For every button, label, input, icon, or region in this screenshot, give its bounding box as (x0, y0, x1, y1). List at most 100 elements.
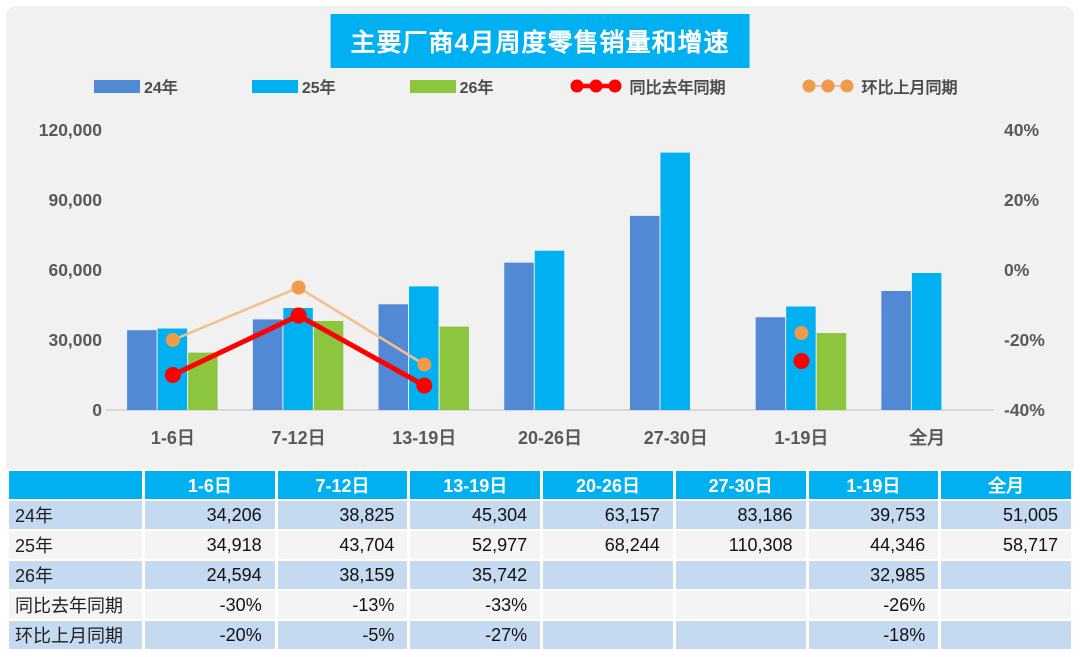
table-header-row: 1-6日 7-12日 13-19日 20-26日 27-30日 1-19日 全月 (9, 471, 1071, 499)
row-label: 24年 (9, 501, 142, 529)
marker-环比上月同期-13-19日 (417, 357, 432, 372)
table-row-24年: 24年 34,206 38,825 45,304 63,157 83,186 39,753 5… (9, 501, 1071, 529)
table-cell (675, 561, 806, 589)
right-axis-tick: -20% (1004, 330, 1045, 350)
table-cell: 35,742 (410, 561, 541, 589)
legend-line-marker-icon (802, 79, 854, 93)
table-cell: -30% (145, 591, 275, 619)
legend-label: 同比去年同期 (629, 80, 726, 97)
table-cell (543, 621, 673, 649)
table-cell: 58,717 (941, 531, 1071, 559)
bar-24年-1-19日 (755, 317, 786, 410)
table-cell: -13% (277, 591, 408, 619)
marker-环比上月同期-1-6日 (165, 333, 180, 347)
x-axis-label: 27-30日 (644, 428, 708, 448)
table-cell: 39,753 (808, 501, 939, 529)
marker-同比去年同期-13-19日 (416, 377, 433, 394)
legend-item-26年: 26年 (409, 74, 494, 98)
table-header-13-19日: 13-19日 (410, 471, 541, 499)
bar-26年-13-19日 (439, 326, 470, 410)
table-cell: 110,308 (675, 531, 806, 559)
legend-item-同比去年同期: 同比去年同期 (567, 74, 725, 98)
table-cell (543, 591, 673, 619)
legend-label: 26年 (459, 80, 494, 97)
table-cell (941, 561, 1071, 589)
table-cell (543, 561, 673, 589)
legend-swatch-icon (251, 79, 298, 93)
right-axis-tick: -40% (1004, 400, 1045, 420)
table-cell (675, 621, 806, 649)
x-axis-label: 20-26日 (518, 428, 582, 448)
table-header-20-26日: 20-26日 (543, 471, 673, 499)
table-cell: 34,918 (145, 531, 275, 559)
legend-item-环比上月同期: 环比上月同期 (799, 74, 957, 98)
chart-panel: 主要厂商4月周度零售销量和增速 24年 25年 26年 同比去年同期 环比上月同期 12… (6, 6, 1074, 651)
right-axis-tick: 20% (1004, 190, 1039, 210)
table-cell: 52,977 (410, 531, 541, 559)
table-cell: 38,825 (277, 501, 408, 529)
bar-24年-全月 (881, 290, 911, 410)
x-axis-label: 7-12日 (272, 428, 326, 448)
marker-同比去年同期-1-6日 (164, 367, 181, 383)
table-cell: 24,594 (145, 561, 275, 589)
legend-swatch-icon (409, 79, 456, 93)
table-cell (675, 591, 806, 619)
marker-环比上月同期-1-19日 (794, 326, 809, 340)
table-cell: 34,206 (145, 501, 275, 529)
bar-24年-27-30日 (629, 215, 660, 410)
legend-item-25年: 25年 (251, 74, 336, 98)
marker-环比上月同期-7-12日 (291, 280, 306, 295)
row-label: 环比上月同期 (9, 621, 142, 649)
table-cell: -33% (410, 591, 541, 619)
table-corner-cell (9, 471, 142, 499)
right-axis-tick: 0% (1004, 260, 1030, 280)
table-cell: 44,346 (808, 531, 939, 559)
x-axis-label: 1-6日 (151, 428, 195, 448)
table-cell: -20% (145, 621, 275, 649)
data-table-wrap: 1-6日 7-12日 13-19日 20-26日 27-30日 1-19日 全月 24年 34,… (6, 469, 1074, 651)
x-axis-label: 全月 (908, 427, 945, 448)
table-row-同比去年同期: 同比去年同期 -30% -13% -33% -26% (9, 591, 1071, 619)
marker-同比去年同期-7-12日 (290, 307, 307, 324)
table-cell (941, 621, 1071, 649)
bar-25年-全月 (911, 272, 942, 410)
table-header-7-12日: 7-12日 (277, 471, 408, 499)
bar-24年-20-26日 (504, 262, 534, 410)
right-axis-tick: 40% (1004, 120, 1039, 140)
table-cell: 32,985 (808, 561, 939, 589)
table-cell: 63,157 (543, 501, 673, 529)
left-axis-tick: 0 (92, 400, 102, 420)
x-axis-label: 13-19日 (392, 428, 456, 448)
table-row-环比上月同期: 环比上月同期 -20% -5% -27% -18% (9, 621, 1071, 649)
row-label: 26年 (9, 561, 142, 589)
left-axis-tick: 30,000 (48, 330, 102, 350)
left-axis-tick: 90,000 (48, 190, 102, 210)
table-cell: 51,005 (941, 501, 1071, 529)
combo-chart: 120,000 90,000 60,000 30,000 0 40% 20% 0% -20% -4… (39, 120, 1046, 448)
table-cell: -27% (410, 621, 541, 649)
marker-同比去年同期-1-19日 (793, 353, 810, 369)
legend-item-24年: 24年 (94, 74, 178, 98)
legend-line-marker-icon (570, 79, 622, 93)
x-axis-label: 1-19日 (774, 428, 828, 448)
legend-label: 25年 (301, 80, 336, 97)
table-cell: 38,159 (277, 561, 408, 589)
data-table: 1-6日 7-12日 13-19日 20-26日 27-30日 1-19日 全月 24年 34,… (6, 469, 1074, 651)
table-cell: -18% (808, 621, 939, 649)
table-row-25年: 25年 34,918 43,704 52,977 68,244 110,308 44,346… (9, 531, 1071, 559)
bar-24年-1-6日 (127, 330, 157, 410)
table-row-26年: 26年 24,594 38,159 35,742 32,985 (9, 561, 1071, 589)
chart-title: 主要厂商4月周度零售销量和增速 (330, 14, 750, 68)
table-header-27-30日: 27-30日 (675, 471, 806, 499)
bar-25年-20-26日 (534, 250, 565, 410)
table-cell (941, 591, 1071, 619)
table-cell: 43,704 (277, 531, 408, 559)
table-cell: -26% (808, 591, 939, 619)
chart-legend: 24年 25年 26年 同比去年同期 环比上月同期 (6, 74, 1074, 98)
table-cell: 83,186 (675, 501, 806, 529)
bar-25年-7-12日 (283, 308, 313, 410)
table-header-1-6日: 1-6日 (145, 471, 275, 499)
row-label: 同比去年同期 (9, 591, 142, 619)
row-label: 25年 (9, 531, 142, 559)
